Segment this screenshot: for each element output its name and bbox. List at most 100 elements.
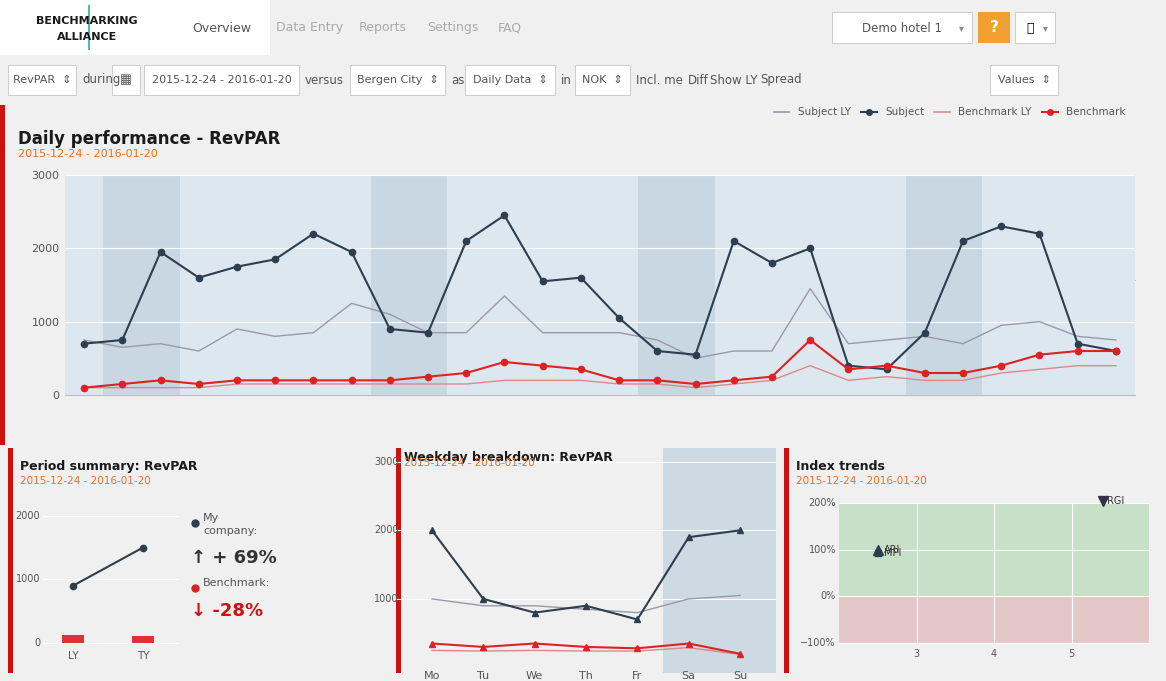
Benchmark LY [498,376,512,384]
Text: 3000: 3000 [374,457,399,466]
Benchmark LY [574,376,588,384]
Text: LY: LY [68,651,78,661]
Text: 25: 25 [115,290,129,300]
Subject [459,237,473,245]
Benchmark [382,376,396,384]
Text: 3: 3 [913,649,920,659]
Subject [382,325,396,333]
Benchmark LY [765,376,779,384]
Text: ▾: ▾ [1042,23,1047,33]
Text: Tu: Tu [538,305,548,315]
Text: Fr: Fr [920,305,929,315]
Text: Fr: Fr [118,305,127,315]
Subject [574,274,588,282]
Text: 18: 18 [1033,290,1046,300]
Benchmark [956,369,970,377]
Benchmark LY [154,383,168,392]
Line: Subject LY: Subject LY [84,289,1116,358]
Text: RevPAR  ⇕: RevPAR ⇕ [13,75,71,85]
Text: ↑ + 69%: ↑ + 69% [191,549,276,567]
Subject [689,351,703,359]
Benchmark LY [421,380,435,388]
Subject LY [421,328,435,336]
Subject LY [995,321,1009,330]
Benchmark [879,362,893,370]
Benchmark [459,369,473,377]
Text: 1000: 1000 [374,594,399,604]
Text: We: We [305,305,322,315]
Subject [154,248,168,256]
Benchmark [1109,347,1123,355]
Benchmark [421,373,435,381]
Text: Settings: Settings [427,22,479,35]
Benchmark LY [879,373,893,381]
Legend: Subject LY, Subject, Benchmark LY, Benchmark: Subject LY, Subject, Benchmark LY, Bench… [770,104,1130,121]
Text: Overview: Overview [192,22,252,35]
Text: 2000: 2000 [374,525,399,535]
Text: Bergen City  ⇕: Bergen City ⇕ [357,75,438,85]
Text: 09: 09 [689,290,702,300]
Bar [0,0,175,55]
Text: 30: 30 [307,290,319,300]
Text: My: My [203,513,219,523]
Text: 👤: 👤 [1026,22,1034,35]
Text: 10: 10 [728,290,740,300]
Benchmark LY [307,380,321,388]
Text: NOK  ⇕: NOK ⇕ [582,75,623,85]
Text: Mo: Mo [1032,305,1047,315]
Text: Sa: Sa [956,305,970,315]
Text: Mo: Mo [230,305,245,315]
Bar [663,448,777,673]
Benchmark LY [803,362,817,370]
Text: 03: 03 [459,290,472,300]
Text: 17: 17 [995,290,1007,300]
Benchmark LY [191,383,205,392]
Bar [833,12,972,43]
Text: Th: Th [612,305,625,315]
Text: Su: Su [995,305,1007,315]
Text: 08: 08 [651,290,663,300]
Text: 02: 02 [421,290,435,300]
Benchmark [689,380,703,388]
Subject [230,263,244,271]
Bar [465,65,555,95]
Text: ALLIANCE: ALLIANCE [57,32,117,42]
Text: Sa: Sa [682,671,696,681]
Text: 200%: 200% [808,498,836,508]
Subject LY [230,325,244,333]
Text: 0%: 0% [821,591,836,601]
Text: Th: Th [78,305,91,315]
Benchmark LY [842,376,856,384]
Bar [0,105,5,445]
Subject LY [803,285,817,293]
Benchmark [268,376,282,384]
Text: Daily Data  ⇕: Daily Data ⇕ [472,75,547,85]
Subject LY [154,340,168,348]
Text: −100%: −100% [800,638,836,648]
Subject [1109,347,1123,355]
Benchmark LY [459,380,473,388]
Text: 2015-12-24 - 2016-01-20: 2015-12-24 - 2016-01-20 [17,149,157,159]
Text: We: We [526,671,543,681]
Benchmark [1070,347,1084,355]
Text: 26: 26 [154,290,167,300]
Subject LY [689,354,703,362]
Bar [906,175,982,395]
Subject LY [77,336,91,344]
Bar [132,636,154,643]
Bar [638,175,715,395]
Text: 4: 4 [991,649,997,659]
Benchmark [765,373,779,381]
Subject LY [535,328,549,336]
Text: FAQ: FAQ [498,22,522,35]
Text: 16: 16 [956,290,970,300]
Text: 28: 28 [231,290,244,300]
Benchmark [230,376,244,384]
Bar [978,12,1010,43]
Bar [575,65,630,95]
Text: 20: 20 [1109,290,1123,300]
Text: Demo hotel 1: Demo hotel 1 [862,22,942,35]
Text: 2000: 2000 [15,511,40,521]
Subject LY [1032,317,1046,326]
Subject [803,244,817,253]
